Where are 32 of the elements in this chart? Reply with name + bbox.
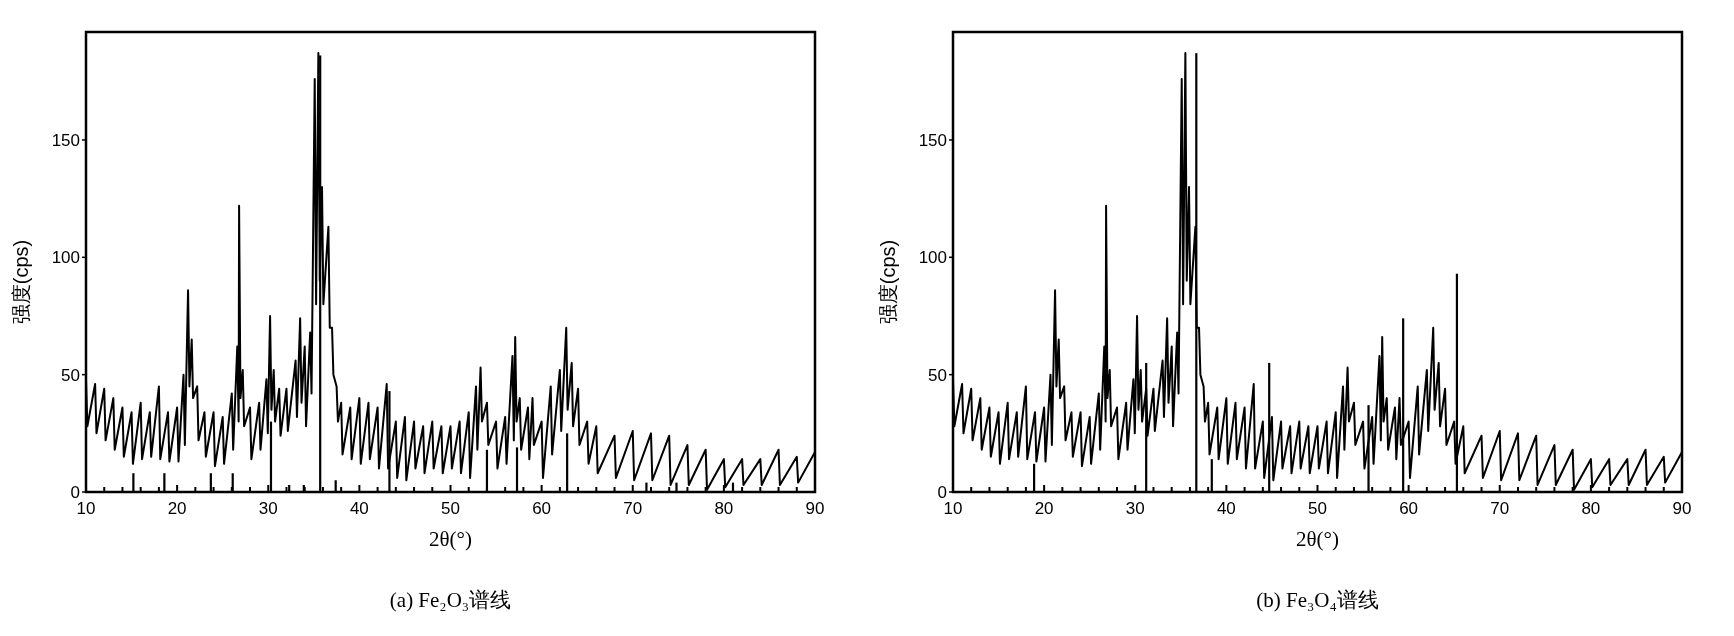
y-tick-label: 50 [928,365,947,385]
x-tick-label: 30 [258,499,278,518]
x-tick-label: 10 [943,499,963,518]
x-tick-label: 90 [1672,499,1692,518]
y-tick-label: 150 [918,130,947,150]
y-tick-label: 50 [61,365,80,385]
x-tick-label: 80 [1581,499,1601,518]
x-tick-label: 50 [441,499,460,518]
x-tick-label: 20 [1034,499,1054,518]
x-tick-label: 50 [1308,499,1327,518]
text: (b) Fe₃O₄谱线 [1256,588,1379,612]
y-tick-label: 100 [51,248,80,268]
y-tick-label: 0 [937,483,947,502]
x-tick-label: 40 [1216,499,1236,518]
y-axis-title: 强度(cps) [877,239,899,325]
x-tick-label: 60 [532,499,552,518]
x-tick-label: 60 [1399,499,1419,518]
y-tick-label: 100 [918,248,947,268]
x-tick-label: 40 [349,499,369,518]
x-axis-title: 2θ(°) [1296,527,1339,551]
y-tick-label: 0 [70,483,80,502]
x-tick-label: 20 [167,499,187,518]
x-tick-label: 80 [714,499,734,518]
y-tick-label: 150 [51,130,80,150]
x-axis-title: 2θ(°) [429,527,472,551]
x-tick-label: 70 [623,499,643,518]
x-tick-label: 10 [76,499,96,518]
x-tick-label: 30 [1125,499,1145,518]
x-tick-label: 70 [1490,499,1510,518]
y-axis-title: 强度(cps) [10,239,32,325]
text: (a) Fe₂O₃谱线 [389,588,512,612]
x-tick-label: 90 [805,499,825,518]
